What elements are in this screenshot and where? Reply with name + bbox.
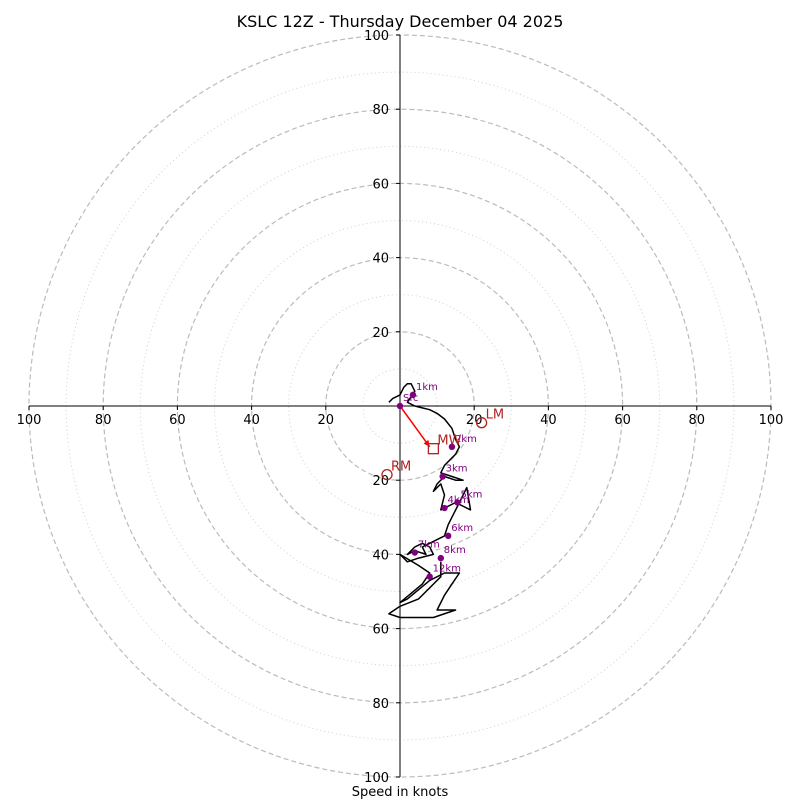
height-marker-7km xyxy=(411,549,419,556)
wind-trace-group xyxy=(388,382,472,619)
storm-motion-group: MW LM RM xyxy=(381,408,504,481)
height-marker-6km xyxy=(445,532,452,540)
chart-title: KSLC 12Z - Thursday December 04 2025 xyxy=(237,12,564,31)
x-axis-ticks: 100 80 60 40 20 20 40 60 80 100 xyxy=(17,406,784,428)
height-marker-8km xyxy=(437,554,445,562)
height-label-12km: 12km xyxy=(433,564,461,575)
motion-vector-group xyxy=(399,405,431,448)
y-axis-ticks: 100 80 60 40 20 20 40 60 80 100 xyxy=(364,29,400,786)
storm-motion-mw-label: MW xyxy=(437,434,461,449)
height-marker-5km xyxy=(454,499,461,506)
height-label-3km: 3km xyxy=(446,463,468,474)
y-tick-label: 100 xyxy=(364,29,389,44)
y-tick-label: 20 xyxy=(372,474,389,489)
height-label-5km: 5km xyxy=(461,489,483,500)
x-tick-label: 60 xyxy=(614,413,631,428)
y-tick-label: 60 xyxy=(372,177,389,192)
height-label-sfc: Sfc xyxy=(403,393,418,404)
x-tick-label: 80 xyxy=(95,413,112,428)
x-axis-label: Speed in knots xyxy=(352,785,449,800)
y-tick-label: 100 xyxy=(364,771,389,786)
x-tick-label: 100 xyxy=(759,413,784,428)
height-label-7km: 7km xyxy=(418,540,440,551)
x-tick-label: 40 xyxy=(540,413,557,428)
y-tick-label: 20 xyxy=(372,326,389,341)
height-marker-2km xyxy=(448,443,456,451)
storm-motion-lm-label: LM xyxy=(486,408,504,423)
y-tick-label: 40 xyxy=(372,252,389,267)
x-tick-label: 20 xyxy=(318,413,335,428)
height-markers-group: Sfc1km2km3km4km5km6km7km8km12km xyxy=(396,382,483,580)
storm-motion-rm-label: RM xyxy=(391,460,411,475)
x-tick-label: 40 xyxy=(243,413,260,428)
height-marker-12km xyxy=(426,573,433,580)
storm-motion-rm-marker xyxy=(381,468,393,481)
x-tick-label: 20 xyxy=(466,413,483,428)
mean-wind-vector xyxy=(399,405,431,448)
height-label-2km: 2km xyxy=(455,434,477,445)
y-tick-label: 60 xyxy=(372,623,389,638)
height-label-6km: 6km xyxy=(451,523,473,534)
height-marker-3km xyxy=(439,473,446,480)
y-tick-label: 80 xyxy=(372,103,389,118)
height-label-1km: 1km xyxy=(416,382,438,393)
height-marker-4km xyxy=(441,504,448,512)
storm-motion-mw-marker xyxy=(427,443,440,455)
y-tick-label: 80 xyxy=(372,697,389,712)
height-label-8km: 8km xyxy=(444,545,466,556)
height-marker-1km xyxy=(409,391,417,399)
x-tick-label: 100 xyxy=(17,413,42,428)
wind-trace-line xyxy=(388,382,472,619)
storm-motion-lm-marker xyxy=(475,417,488,429)
x-tick-label: 60 xyxy=(169,413,186,428)
x-tick-label: 80 xyxy=(689,413,706,428)
y-tick-label: 40 xyxy=(372,548,389,563)
height-marker-sfc xyxy=(396,402,404,410)
